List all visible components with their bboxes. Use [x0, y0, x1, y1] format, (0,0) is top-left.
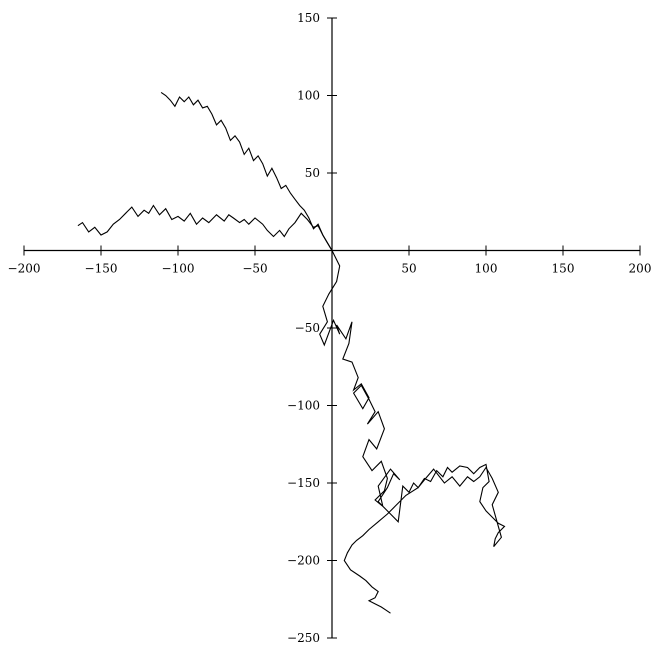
walk-path-1 — [77, 204, 333, 251]
x-tick-label: 200 — [629, 262, 651, 276]
x-tick-label: 150 — [552, 262, 575, 276]
walk-path-2 — [160, 91, 333, 251]
walk-path-3 — [319, 250, 506, 614]
random-walk-paths — [77, 91, 506, 614]
x-tick-label: 100 — [475, 262, 498, 276]
x-tick-group: −200 −150 −100 −50 50 100 150 200 — [8, 245, 651, 276]
x-tick-label: −50 — [242, 262, 267, 276]
y-tick-label: −50 — [295, 321, 320, 335]
y-tick-label: −250 — [287, 631, 320, 645]
y-tick-label: −150 — [287, 476, 320, 490]
y-tick-label: −100 — [287, 399, 320, 413]
x-tick-label: −100 — [162, 262, 195, 276]
y-tick-label: −200 — [287, 554, 320, 568]
x-tick-label: −150 — [85, 262, 118, 276]
y-tick-label: 100 — [297, 89, 320, 103]
y-tick-group: 150 100 50 −50 −100 −150 −200 −250 — [287, 11, 337, 645]
x-tick-label: 50 — [401, 262, 416, 276]
x-tick-label: −200 — [8, 262, 41, 276]
y-tick-label: 50 — [305, 166, 320, 180]
y-tick-label: 150 — [297, 11, 320, 25]
